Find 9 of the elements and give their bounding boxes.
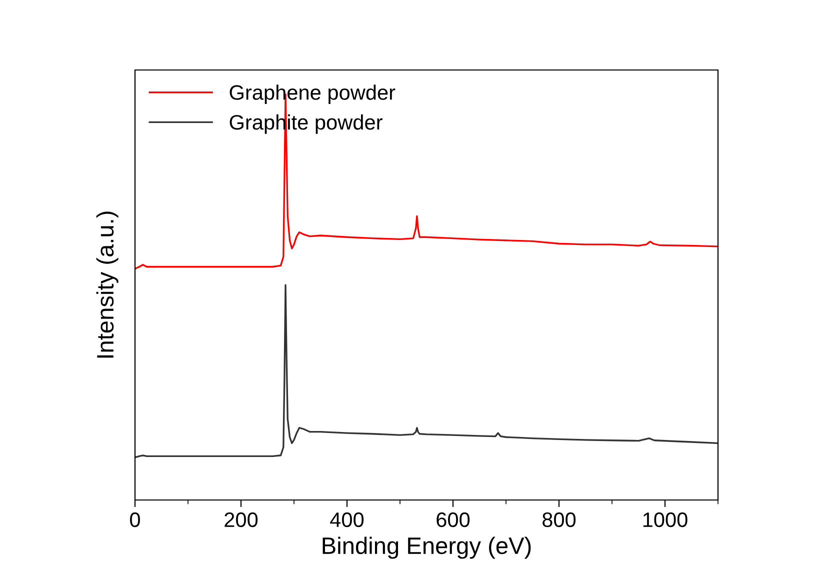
legend-label: Graphene powder xyxy=(230,84,396,104)
x-tick-label: 1000 xyxy=(643,512,688,528)
x-tick-label: 200 xyxy=(224,512,258,528)
x-axis-title: Binding Energy (eV) xyxy=(322,536,531,559)
y-axis-title: Intensity (a.u.) xyxy=(96,212,118,358)
x-tick-label: 600 xyxy=(436,512,470,528)
x-tick-label: 400 xyxy=(330,512,364,528)
x-tick-label: 800 xyxy=(542,512,576,528)
x-tick-label: 0 xyxy=(130,512,140,528)
